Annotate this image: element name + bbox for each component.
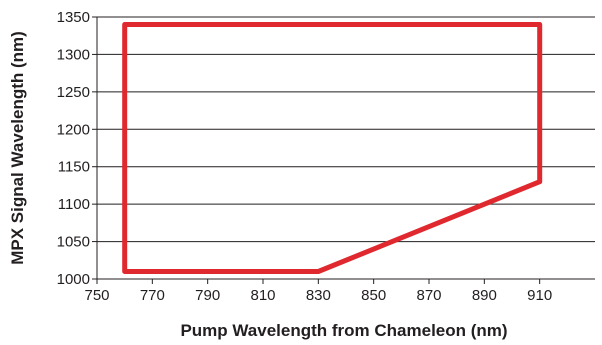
y-tick-label-1050: 1050 (57, 234, 90, 251)
x-tick-label-850: 850 (361, 287, 386, 304)
x-tick-label-750: 750 (84, 287, 109, 304)
x-tick-label-790: 790 (195, 287, 220, 304)
y-axis-title: MPX Signal Wavelength (nm) (8, 31, 27, 265)
y-tick-label-1000: 1000 (57, 271, 90, 288)
gridlines (97, 16, 595, 280)
y-tick-labels: 1000 1050 1100 1150 1200 1250 1300 1350 (57, 9, 90, 288)
x-tick-label-770: 770 (140, 287, 165, 304)
y-tick-label-1200: 1200 (57, 121, 90, 138)
y-tick-label-1350: 1350 (57, 9, 90, 26)
x-tick-label-910: 910 (527, 287, 552, 304)
x-tick-label-870: 870 (416, 287, 441, 304)
y-tick-label-1150: 1150 (58, 159, 90, 176)
x-tick-label-810: 810 (250, 287, 275, 304)
axes (92, 16, 541, 284)
x-tick-label-890: 890 (472, 287, 497, 304)
x-tick-label-830: 830 (306, 287, 331, 304)
x-tick-labels: 750 770 790 810 830 850 870 890 910 (84, 287, 552, 304)
y-tick-label-1100: 1100 (58, 196, 90, 213)
series-line-0 (122, 22, 543, 274)
series (122, 22, 543, 274)
x-axis-title: Pump Wavelength from Chameleon (nm) (180, 321, 507, 340)
y-tick-label-1250: 1250 (57, 84, 90, 101)
y-tick-label-1300: 1300 (57, 46, 90, 63)
